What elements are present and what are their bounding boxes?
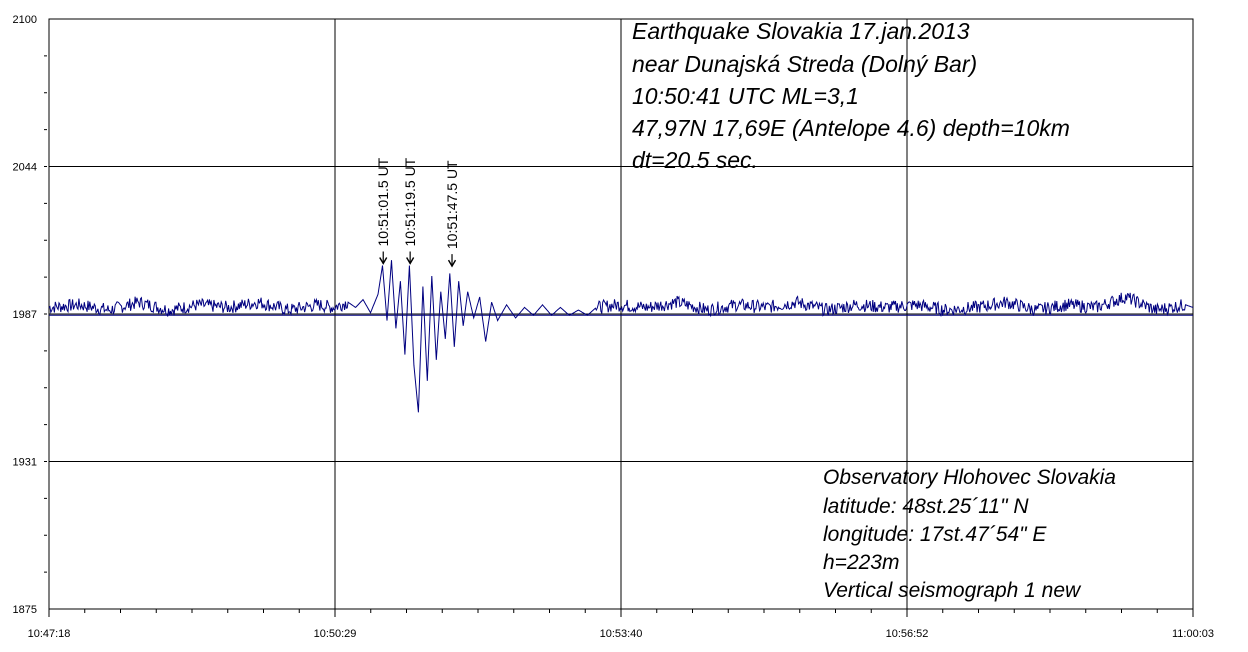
station-info-line-4: h=223m [823, 551, 899, 574]
station-info-line-1: Observatory Hlohovec Slovakia [823, 466, 1116, 489]
x-tick-label: 10:56:52 [886, 628, 929, 640]
event-info-line-1: Earthquake Slovakia 17.jan.2013 [632, 18, 970, 44]
event-info-line-4: 47,97N 17,69E (Antelope 4.6) depth=10km [632, 115, 1070, 141]
phase-markers: 10:51:01.5 UT 10:51:19.5 UT 10:51:47.5 UT [375, 157, 460, 268]
x-tick-label: 10:47:18 [28, 628, 71, 640]
seismogram-trace [48, 260, 1194, 413]
x-tick-label: 10:53:40 [600, 628, 643, 640]
event-info-line-5: dt=20.5 sec. [632, 147, 758, 173]
marker-arrow-head [447, 259, 457, 268]
minor-ticks [44, 55, 1158, 613]
y-tick-label: 1931 [13, 457, 37, 469]
x-tick-label: 10:50:29 [314, 628, 357, 640]
marker-label: 10:51:01.5 UT [375, 157, 391, 246]
station-info-line-5: Vertical seismograph 1 new [823, 579, 1082, 602]
event-info-line-2: near Dunajská Streda (Dolný Bar) [632, 51, 977, 77]
x-tick-label: 11:00:03 [1172, 628, 1214, 640]
marker-arrow-head [406, 257, 415, 265]
y-tick-label: 2044 [13, 162, 37, 174]
station-info-line-2: latitude: 48st.25´11" N [823, 495, 1029, 518]
y-axis-tick-labels: 2100 2044 1987 1931 1875 [13, 14, 37, 616]
marker-label: 10:51:47.5 UT [444, 160, 460, 249]
y-tick-label: 1987 [13, 309, 37, 321]
marker-arrow-head [379, 257, 388, 265]
marker-label: 10:51:19.5 UT [402, 157, 418, 246]
y-tick-label: 2100 [13, 14, 37, 26]
x-axis-tick-labels: 10:47:18 10:50:29 10:53:40 10:56:52 11:00:03 [28, 628, 1214, 640]
event-info-line-3: 10:50:41 UTC ML=3,1 [632, 83, 859, 109]
seismogram-line [48, 260, 1194, 413]
y-tick-label: 1875 [13, 604, 37, 616]
station-info-line-3: longitude: 17st.47´54" E [823, 523, 1047, 546]
